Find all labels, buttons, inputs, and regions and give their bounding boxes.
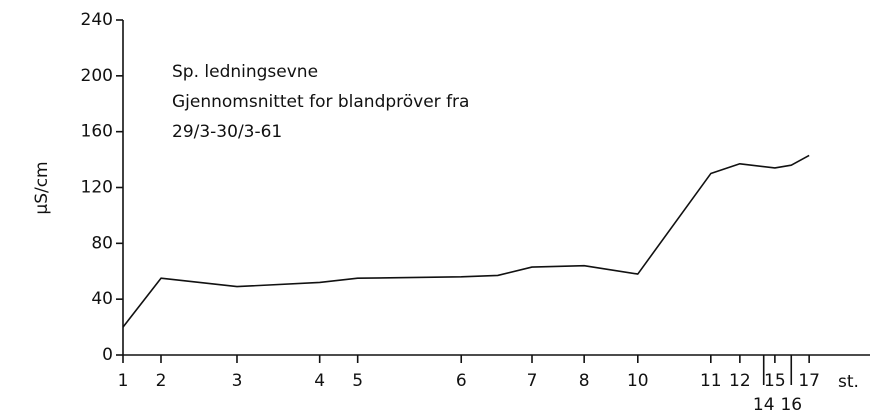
x-tick-label: 12: [729, 371, 751, 391]
x-tick-label: 11: [700, 371, 722, 391]
x-tick-label: 7: [527, 371, 538, 391]
x-tick-label: 6: [456, 371, 467, 391]
y-tick-label: 200: [81, 66, 113, 86]
x-tick-label: 4: [314, 371, 325, 391]
y-axis-label: µS/cm: [32, 161, 52, 214]
x-tick-label: 15: [764, 371, 786, 391]
y-tick-label: 40: [91, 289, 113, 309]
x-tick-label: 10: [627, 371, 649, 391]
y-tick-label: 160: [81, 122, 113, 142]
x-tick-label: 17: [798, 371, 820, 391]
title-line: Sp. ledningsevne: [172, 62, 318, 82]
x-tick-label: 16: [780, 395, 802, 415]
x-tick-label: 1: [118, 371, 129, 391]
x-tick-label: 8: [579, 371, 590, 391]
title-line: 29/3-30/3-61: [172, 122, 282, 142]
x-tick-label: 2: [156, 371, 167, 391]
y-tick-label: 0: [102, 345, 113, 365]
x-tick-label: 3: [232, 371, 243, 391]
x-axis-label: st.: [838, 372, 859, 392]
title-line: Gjennomsnittet for blandpröver fra: [172, 92, 469, 112]
y-tick-label: 240: [81, 10, 113, 30]
y-tick-label: 80: [91, 233, 113, 253]
y-tick-label: 120: [81, 178, 113, 198]
line: [122, 154, 810, 328]
x-tick-label: 5: [352, 371, 363, 391]
x-tick-label: 14: [753, 395, 775, 415]
